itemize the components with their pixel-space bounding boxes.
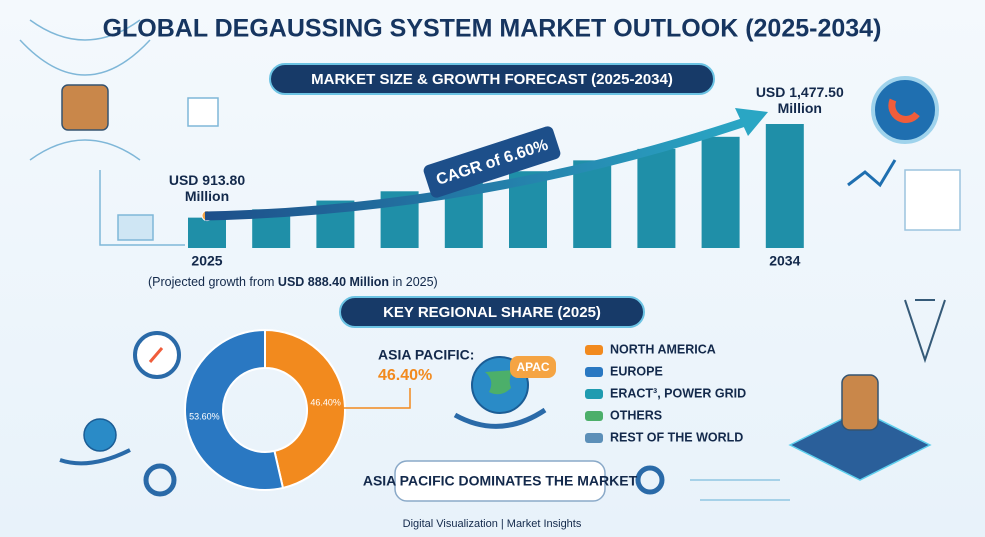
slice-label: 53.60% — [189, 411, 220, 421]
forecast-badge-bg — [269, 63, 715, 95]
note-suffix: in 2025) — [389, 275, 438, 289]
donut-slice — [264, 328, 346, 490]
hand — [453, 407, 547, 429]
summary-box — [394, 460, 606, 502]
note-amount: USD 888.40 Million — [278, 275, 389, 289]
year-label: 2025 — [191, 253, 222, 269]
donut-slice — [184, 328, 285, 491]
bar — [188, 217, 226, 248]
legend-swatch — [585, 345, 603, 355]
growth-arrow — [204, 117, 747, 221]
legend-label: ERACT³, POWER GRID — [610, 386, 746, 400]
cagr-bg — [423, 126, 561, 198]
decor — [19, 19, 961, 501]
forecast-badge: MARKET SIZE & GROWTH FORECAST (2025-2034… — [311, 71, 673, 88]
regional-badge: KEY REGIONAL SHARE (2025) — [383, 304, 601, 321]
legend-label: REST OF THE WORLD — [610, 430, 743, 444]
footer: Digital Visualization | Market Insights — [403, 518, 582, 530]
legend: NORTH AMERICA EUROPE ERACT³, POWER GRID OTH… — [585, 342, 746, 444]
value-label: USD 913.80 Million — [168, 171, 246, 204]
arrow-head — [735, 108, 768, 136]
legend-label: OTHERS — [610, 408, 662, 422]
globe-land — [485, 370, 515, 395]
donut-chart: 46.40% 53.60% — [184, 328, 346, 491]
slice-label: 46.40% — [310, 397, 341, 407]
bar — [701, 136, 740, 248]
year-label: 2034 — [769, 253, 800, 269]
legend-swatch — [585, 411, 603, 421]
bar — [637, 148, 676, 248]
legend-label: EUROPE — [610, 364, 663, 378]
legend-swatch — [585, 433, 603, 443]
bar — [573, 160, 612, 248]
note-prefix: (Projected growth from — [148, 275, 278, 289]
callout-label: ASIA PACIFIC: — [378, 347, 474, 363]
apac: APAC — [516, 360, 549, 374]
legend-swatch — [585, 389, 603, 399]
regional-badge-bg — [339, 296, 645, 328]
value-label: USD 1,477.50 Million — [755, 84, 844, 116]
legend-label: NORTH AMERICA — [610, 342, 716, 356]
summary: ASIA PACIFIC DOMINATES THE MARKET — [363, 473, 638, 489]
legend-swatch — [585, 367, 603, 377]
bar — [765, 124, 804, 248]
callout-value: 46.40% — [378, 367, 432, 384]
title: GLOBAL DEGAUSSING SYSTEM MARKET OUTLOOK … — [103, 15, 882, 43]
callout-line — [340, 388, 411, 409]
projection-note: (Projected growth from USD 888.40 Millio… — [148, 275, 438, 289]
apac-bubble — [510, 356, 556, 378]
